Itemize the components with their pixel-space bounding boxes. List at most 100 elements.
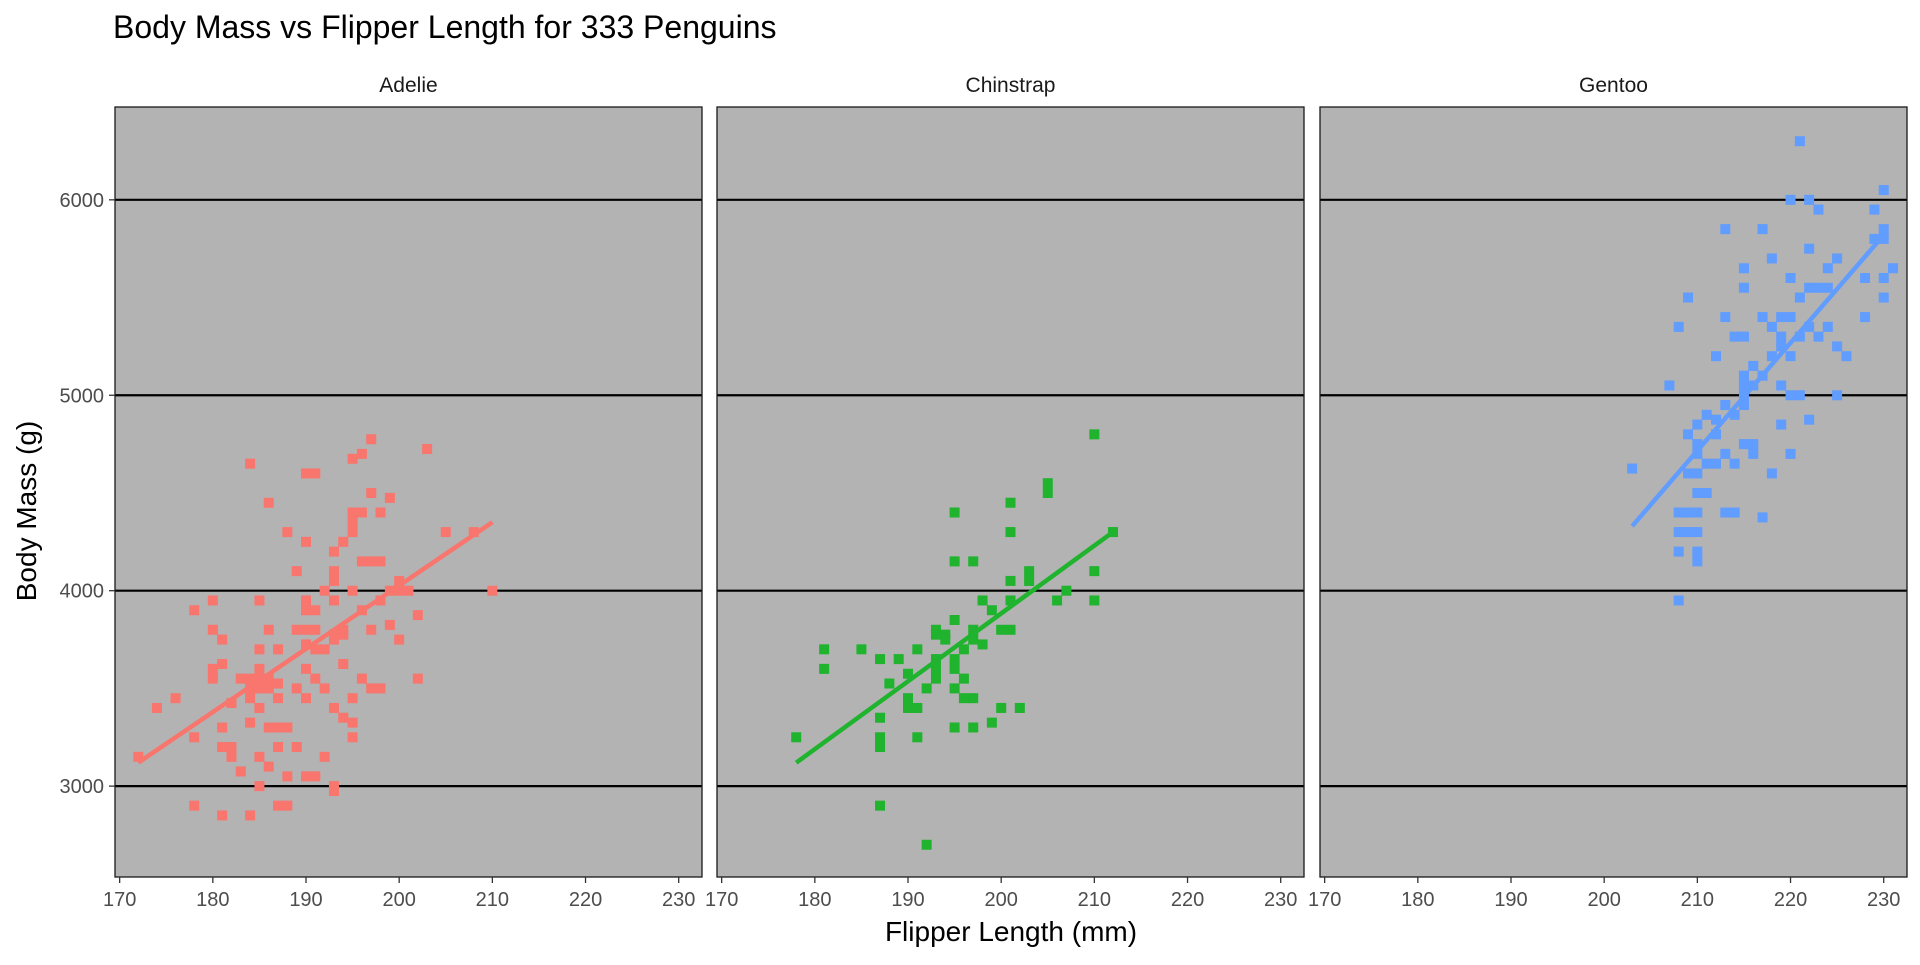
data-point [949, 615, 960, 626]
data-point [875, 732, 886, 743]
data-point [1860, 312, 1871, 323]
data-point [1729, 458, 1740, 469]
data-point [1692, 556, 1703, 567]
x-tick-label: 220 [569, 889, 602, 911]
data-point [1673, 527, 1684, 538]
data-point [1005, 575, 1016, 586]
data-point [301, 639, 312, 650]
data-point [791, 732, 802, 743]
data-point [1042, 487, 1053, 498]
data-point [394, 585, 405, 596]
data-point [1692, 439, 1703, 450]
panel-border [716, 106, 1305, 878]
x-tick-label: 230 [1264, 889, 1297, 911]
x-tick-label: 230 [662, 889, 695, 911]
data-point [1024, 575, 1035, 586]
data-point [996, 624, 1007, 635]
data-point [1878, 224, 1889, 235]
data-point [254, 595, 265, 606]
data-point [1738, 282, 1749, 293]
facet-panels: Adelie 170 180 190 200 210 220 230 Chinstrap 170 1… [103, 74, 1908, 911]
data-point [356, 448, 367, 459]
data-point [310, 771, 321, 782]
data-point [217, 634, 228, 645]
data-point [1878, 185, 1889, 196]
data-point [1692, 419, 1703, 430]
data-point [328, 595, 339, 606]
panel-background [1320, 107, 1907, 877]
data-point [217, 810, 228, 821]
data-point [1804, 243, 1815, 254]
data-point [1710, 458, 1721, 469]
data-point [263, 624, 274, 635]
data-point [949, 654, 960, 665]
data-point [1710, 351, 1721, 362]
data-point [207, 624, 218, 635]
data-point [338, 536, 349, 547]
data-point [347, 517, 358, 528]
data-point [347, 453, 358, 464]
data-point [273, 678, 284, 689]
data-point [1813, 331, 1824, 342]
data-point [1664, 380, 1675, 391]
data-point [366, 487, 377, 498]
y-tick-label: 3000 [60, 776, 105, 798]
data-point [394, 575, 405, 586]
data-point [940, 634, 951, 645]
data-point [273, 742, 284, 753]
data-point [207, 673, 218, 684]
data-point [1683, 429, 1694, 440]
data-point [375, 556, 386, 567]
data-point [1024, 566, 1035, 577]
data-point [1738, 380, 1749, 391]
data-point [1005, 527, 1016, 538]
x-tick-label: 190 [1494, 889, 1527, 911]
data-point [282, 527, 293, 538]
data-point [310, 644, 321, 655]
data-point [245, 717, 256, 728]
data-point [263, 673, 274, 684]
y-tick-label: 6000 [60, 190, 105, 212]
data-point [1627, 463, 1638, 474]
data-point [921, 839, 932, 850]
data-point [1822, 282, 1833, 293]
data-point [1052, 595, 1063, 606]
data-point [328, 786, 339, 797]
data-point [1785, 448, 1796, 459]
data-point [1776, 380, 1787, 391]
data-point [1748, 360, 1759, 371]
data-point [1794, 331, 1805, 342]
data-point [949, 507, 960, 518]
data-point [1869, 204, 1880, 215]
data-point [1766, 468, 1777, 479]
data-point [235, 673, 246, 684]
facet-strip-label: Chinstrap [966, 74, 1056, 97]
data-point [366, 556, 377, 567]
data-point [1832, 253, 1843, 264]
data-point [1804, 321, 1815, 332]
facet-panel-adelie: Adelie 170 180 190 200 210 220 230 [103, 74, 703, 911]
data-point [930, 663, 941, 674]
data-point [1692, 527, 1703, 538]
data-point [1757, 312, 1768, 323]
data-point [1692, 487, 1703, 498]
data-point [930, 673, 941, 684]
data-point [1766, 253, 1777, 264]
facet-panel-chinstrap: Chinstrap 170 180 190 200 210 220 230 [705, 74, 1305, 911]
x-tick-label: 220 [1171, 889, 1204, 911]
data-point [347, 693, 358, 704]
data-point [958, 644, 969, 655]
data-point [1785, 273, 1796, 284]
data-point [403, 585, 414, 596]
data-point [903, 702, 914, 713]
panel-border [114, 106, 703, 878]
x-tick-label: 190 [891, 889, 924, 911]
data-point [245, 458, 256, 469]
data-point [328, 702, 339, 713]
panel-background [717, 107, 1304, 877]
data-point [226, 698, 237, 709]
data-point [1785, 312, 1796, 323]
data-point [968, 722, 979, 733]
data-point [226, 751, 237, 762]
data-point [301, 771, 312, 782]
